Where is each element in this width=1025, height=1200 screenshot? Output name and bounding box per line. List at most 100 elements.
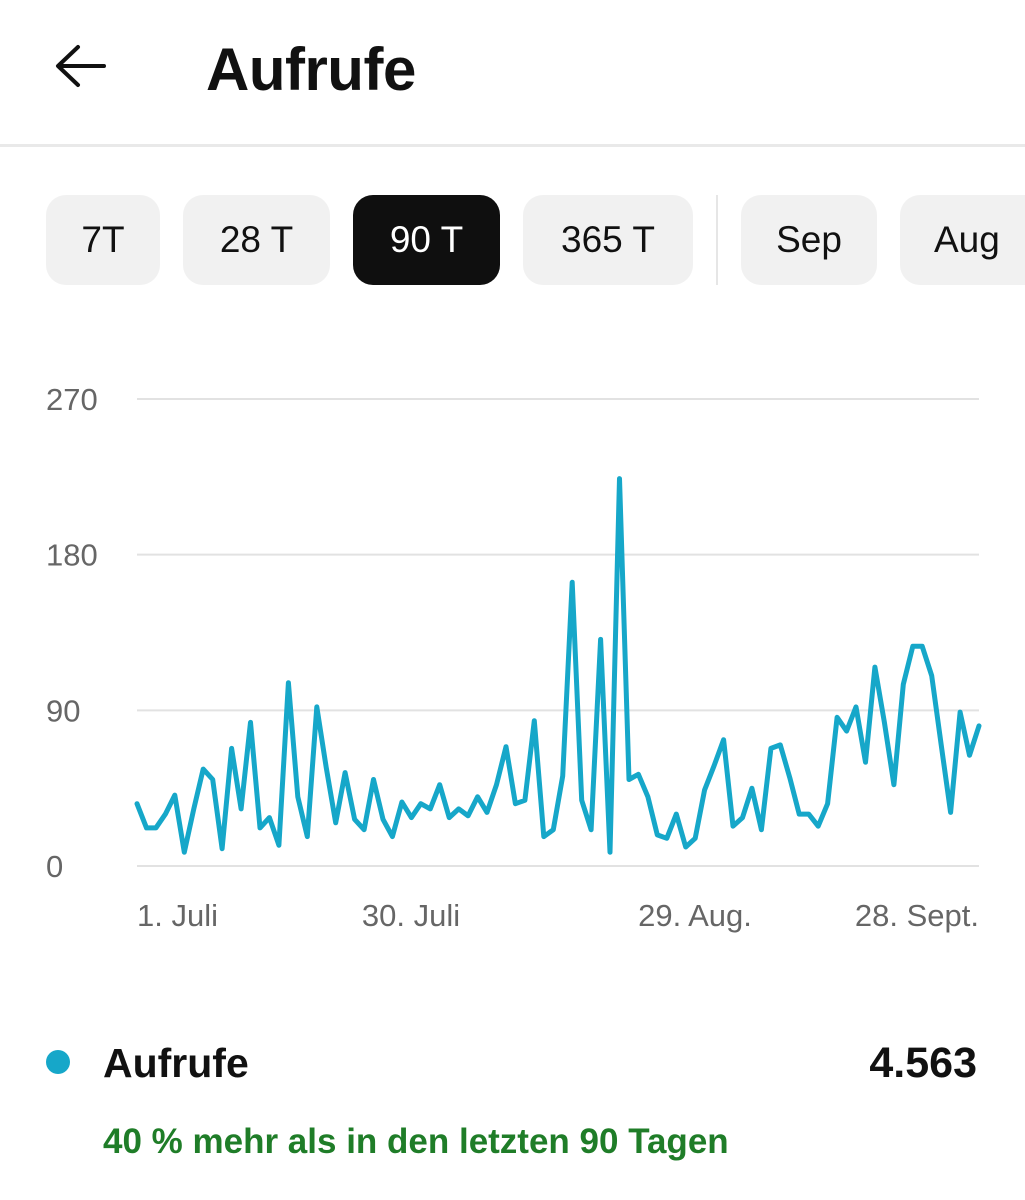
data-point [154,826,158,830]
data-point [145,826,149,830]
page-title: Aufrufe [206,36,416,103]
data-point [759,828,763,832]
filter-chip-90-days[interactable]: 90 T [353,195,500,285]
data-point [504,745,508,749]
data-point [580,798,584,802]
filter-chip-28-days[interactable]: 28 T [183,195,330,285]
chart-legend: Aufrufe 4.563 [0,1030,1025,1100]
data-point [419,802,423,806]
views-line-chart: 0 90 180 270 1. Juli 30. Juli 29. Aug. 28. Sept… [0,370,1025,950]
data-point [665,836,669,840]
data-point [949,810,953,814]
data-point [182,850,186,854]
data-point [958,710,962,714]
data-point [854,705,858,709]
data-point [627,778,631,782]
data-point [296,795,300,799]
data-point [447,816,451,820]
filter-chip-7-days[interactable]: 7T [46,195,160,285]
data-point [911,644,915,648]
views-total: 4.563 [869,1039,977,1087]
data-point [315,705,319,709]
x-tick-label: 28. Sept. [855,898,979,933]
data-point [892,783,896,787]
data-point [135,802,139,806]
data-point [362,828,366,832]
data-point [201,767,205,771]
data-point [636,772,640,776]
data-point [542,835,546,839]
data-point [920,644,924,648]
data-point [305,835,309,839]
data-point [267,816,271,820]
data-point [286,681,290,685]
data-point [400,800,404,804]
data-point [324,765,328,769]
y-tick-label: 270 [46,382,98,417]
data-point [239,807,243,811]
data-point [968,753,972,757]
data-point [570,580,574,584]
data-point [778,743,782,747]
data-point [712,764,716,768]
data-point [409,816,413,820]
legend-dot-icon [46,1050,70,1074]
y-tick-label: 0 [46,849,63,884]
data-point [485,810,489,814]
filter-chip-august[interactable]: Aug [900,195,1025,285]
data-point [211,778,215,782]
series-line-views [134,476,982,855]
back-button[interactable] [44,32,116,104]
data-point [495,783,499,787]
filter-chip-september[interactable]: Sep [741,195,877,285]
data-point [769,746,773,750]
data-point [343,771,347,775]
data-point [390,835,394,839]
data-point [258,826,262,830]
data-point [220,847,224,851]
data-point [816,824,820,828]
data-point [608,850,612,854]
data-point [788,776,792,780]
data-point [646,795,650,799]
data-point [561,774,565,778]
data-point [845,729,849,733]
data-point [334,821,338,825]
data-point [192,807,196,811]
filter-chip-365-days[interactable]: 365 T [523,195,693,285]
data-point [693,836,697,840]
data-point [513,802,517,806]
data-point [618,477,622,481]
y-tick-label: 180 [46,538,98,573]
chart-svg: 0 90 180 270 1. Juli 30. Juli 29. Aug. 28. Sept… [46,382,982,933]
data-point [532,719,536,723]
data-point [750,786,754,790]
data-point [523,798,527,802]
data-point [163,812,167,816]
data-point [901,682,905,686]
data-point [353,817,357,821]
data-point [438,783,442,787]
data-point [428,807,432,811]
data-point [807,812,811,816]
data-point [864,760,868,764]
data-point [939,743,943,747]
data-point [930,674,934,678]
data-point [873,665,877,669]
legend-label: Aufrufe [103,1040,249,1086]
data-point [655,833,659,837]
time-range-filters: 7T 28 T 90 T 365 T Sep Aug [0,195,1025,287]
data-point [835,715,839,719]
data-point [457,807,461,811]
data-point [977,724,981,728]
data-point [551,828,555,832]
data-point [703,788,707,792]
x-tick-label: 29. Aug. [638,898,752,933]
data-point [466,814,470,818]
back-arrow-icon [56,45,106,87]
data-point [684,845,688,849]
data-point [741,816,745,820]
data-point [173,793,177,797]
data-point [476,795,480,799]
data-point [882,720,886,724]
